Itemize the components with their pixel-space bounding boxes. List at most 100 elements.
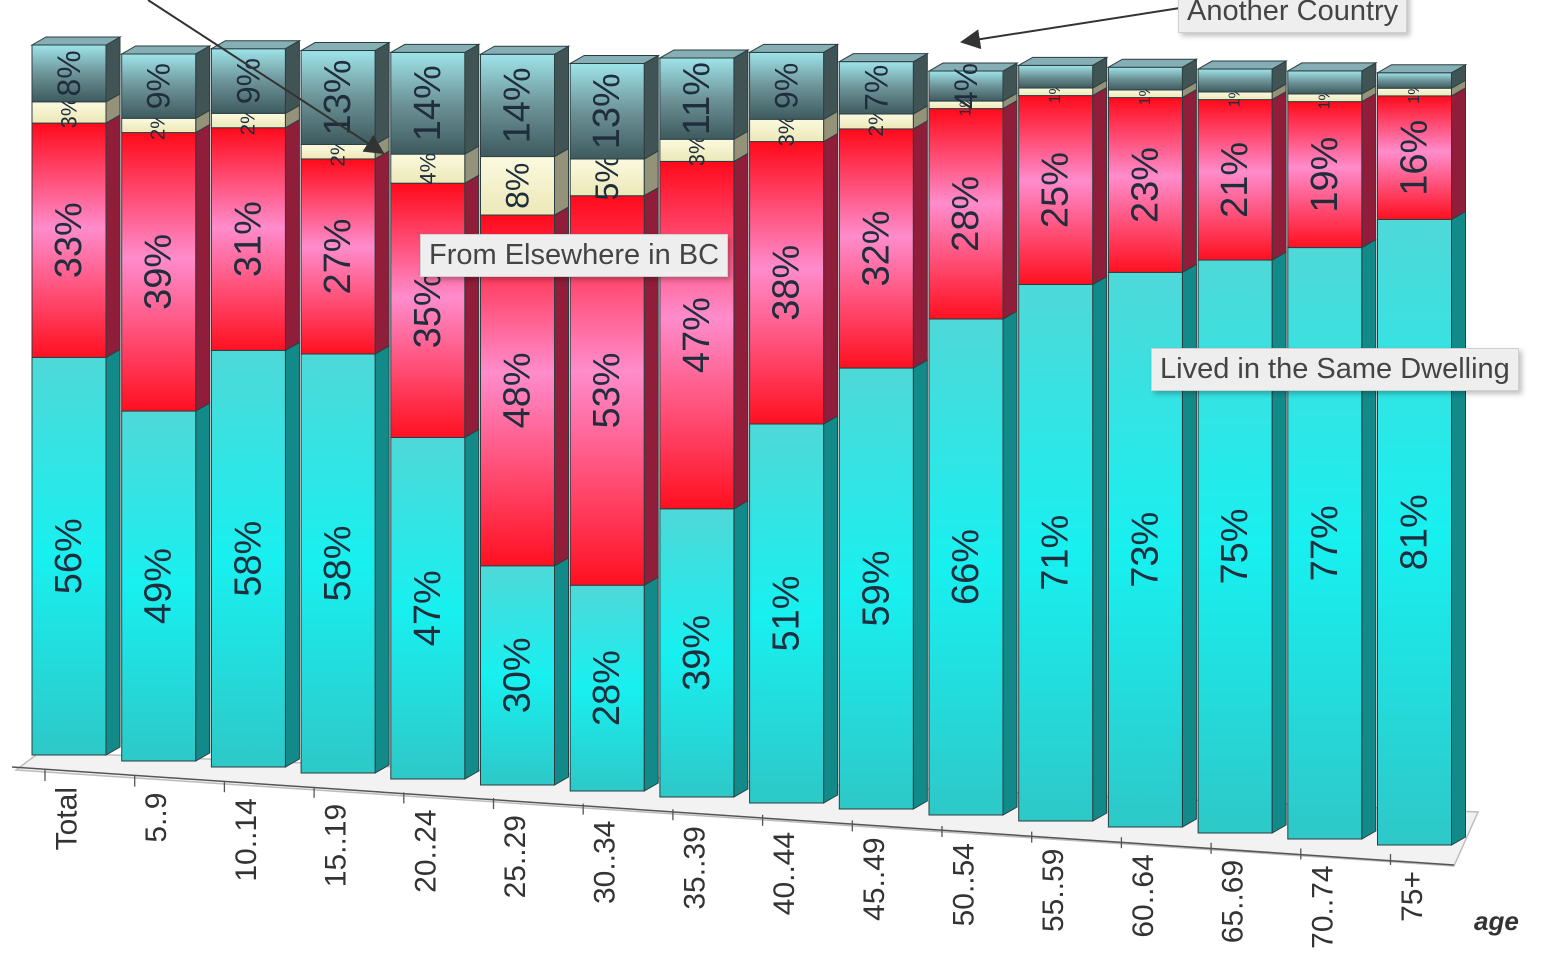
data-label: 48% bbox=[497, 352, 539, 428]
bar-segment-country: 7% bbox=[839, 54, 927, 114]
bar-segment-same: 39% bbox=[660, 501, 748, 797]
data-label: 58% bbox=[317, 525, 359, 601]
bar-segment-country: 9% bbox=[750, 44, 838, 119]
data-label: 25% bbox=[1035, 152, 1077, 228]
bar-segment-bc: 31% bbox=[211, 120, 299, 351]
bar-column-60..64: 73%23%1% bbox=[1108, 59, 1196, 827]
x-tick-label: 35..39 bbox=[678, 826, 711, 909]
data-label: 49% bbox=[138, 548, 180, 624]
data-label: 9% bbox=[141, 63, 177, 109]
bar-segment-same: 30% bbox=[481, 558, 569, 785]
data-label: 35% bbox=[407, 272, 449, 348]
bar-segment-same: 56% bbox=[32, 349, 120, 755]
x-tick-label: 30..34 bbox=[589, 821, 622, 904]
callout-another-country: Another Country bbox=[1178, 0, 1407, 33]
data-label: 51% bbox=[766, 575, 808, 651]
data-label: 14% bbox=[497, 67, 539, 143]
bar-segment-country bbox=[1288, 63, 1376, 94]
bar-segment-same: 71% bbox=[1019, 276, 1107, 821]
bar-segment-same: 58% bbox=[301, 346, 389, 773]
callout-from-elsewhere-in-bc: From Elsewhere in BC bbox=[420, 234, 728, 277]
data-label: 59% bbox=[855, 551, 897, 627]
data-label: 32% bbox=[855, 210, 897, 286]
data-label: 8% bbox=[51, 50, 87, 96]
data-label: 38% bbox=[766, 245, 808, 321]
data-label: 39% bbox=[676, 615, 718, 691]
bar-segment-same: 59% bbox=[839, 360, 927, 809]
bar-segment-bc: 38% bbox=[750, 134, 838, 424]
bar-segment-same: 28% bbox=[570, 577, 658, 791]
bar-segment-same: 75% bbox=[1198, 252, 1286, 833]
data-label: 75% bbox=[1214, 508, 1256, 584]
bar-segment-country: 14% bbox=[391, 44, 479, 154]
data-label: 4% bbox=[948, 63, 984, 109]
x-axis-title: age bbox=[1474, 906, 1519, 936]
x-tick-label: 60..64 bbox=[1127, 854, 1160, 937]
bar-segment-canada: 8% bbox=[481, 149, 569, 215]
data-label: 27% bbox=[317, 218, 359, 294]
x-tick-label: 55..59 bbox=[1037, 849, 1070, 932]
bar-segment-country bbox=[1108, 59, 1196, 90]
data-label: 56% bbox=[48, 518, 90, 594]
bar-column-45..49: 59%32%2%7% bbox=[839, 54, 927, 809]
data-label: 47% bbox=[407, 570, 449, 646]
data-label: 21% bbox=[1214, 142, 1256, 218]
bar-column-Total: 56%33%3%8% bbox=[32, 37, 120, 755]
data-label: 30% bbox=[497, 637, 539, 713]
bar-column-35..39: 39%47%3%11% bbox=[660, 50, 748, 797]
data-label: 7% bbox=[858, 65, 894, 111]
bar-segment-bc: 21% bbox=[1198, 92, 1286, 260]
bar-segment-same: 49% bbox=[122, 403, 210, 761]
bars: 56%33%3%8%49%39%2%9%58%31%2%9%58%27%2%13… bbox=[32, 37, 1466, 845]
x-tick-label: 15..19 bbox=[320, 804, 353, 887]
data-label: 4% bbox=[415, 153, 440, 185]
x-tick-label: 10..14 bbox=[230, 798, 263, 881]
x-tick-label: 50..54 bbox=[948, 843, 981, 926]
arrow-to-another-country bbox=[962, 8, 1180, 42]
bar-segment-country: 13% bbox=[570, 55, 658, 159]
x-tick-label: 70..74 bbox=[1306, 865, 1339, 948]
data-label: 47% bbox=[676, 297, 718, 373]
x-tick-label: 5..9 bbox=[140, 793, 173, 843]
data-label: 81% bbox=[1394, 494, 1436, 570]
bar-segment-bc: 19% bbox=[1288, 94, 1376, 248]
bar-column-55..59: 71%25%1% bbox=[1019, 57, 1107, 821]
bar-segment-bc: 28% bbox=[929, 101, 1017, 319]
bar-segment-bc: 25% bbox=[1019, 88, 1107, 285]
bar-segment-same: 81% bbox=[1378, 211, 1466, 845]
data-label: 66% bbox=[945, 529, 987, 605]
data-label: 23% bbox=[1124, 147, 1166, 223]
bar-column-15..19: 58%27%2%13% bbox=[301, 43, 389, 773]
bar-segment-same: 51% bbox=[750, 416, 838, 803]
data-label: 13% bbox=[586, 73, 628, 149]
bar-segment-country bbox=[1019, 57, 1107, 88]
bar-segment-bc: 27% bbox=[301, 151, 389, 354]
bar-column-65..69: 75%21%1% bbox=[1198, 61, 1286, 833]
bar-column-70..74: 77%19%1% bbox=[1288, 63, 1376, 839]
data-label: 71% bbox=[1035, 515, 1077, 591]
x-tick-label: 20..24 bbox=[409, 809, 442, 892]
data-label: 39% bbox=[138, 234, 180, 310]
bar-column-50..54: 66%28%1%4% bbox=[929, 63, 1017, 815]
data-label: 58% bbox=[227, 521, 269, 597]
bar-segment-bc: 23% bbox=[1108, 90, 1196, 273]
bar-segment-same: 66% bbox=[929, 311, 1017, 815]
bar-segment-bc: 39% bbox=[122, 125, 210, 412]
bar-segment-bc: 32% bbox=[839, 121, 927, 368]
bar-segment-bc: 47% bbox=[660, 153, 748, 508]
bar-segment-country: 9% bbox=[211, 41, 299, 114]
data-label: 53% bbox=[586, 352, 628, 428]
data-label: 8% bbox=[500, 163, 536, 209]
bar-segment-country bbox=[1198, 61, 1286, 92]
bar-segment-same: 47% bbox=[391, 429, 479, 779]
bar-column-5..9: 49%39%2%9% bbox=[122, 46, 210, 761]
callout-lived-in-same-dwelling: Lived in the Same Dwelling bbox=[1151, 348, 1519, 391]
bar-segment-same: 77% bbox=[1288, 240, 1376, 839]
data-label: 33% bbox=[48, 202, 90, 278]
bar-segment-bc: 33% bbox=[32, 115, 120, 357]
bar-segment-country: 9% bbox=[122, 46, 210, 118]
bar-column-25..29: 30% 48% 8% 14% bbox=[481, 46, 569, 785]
data-label: 5% bbox=[589, 154, 625, 200]
data-label: 9% bbox=[769, 63, 805, 109]
bar-segment-country: 14% bbox=[481, 46, 569, 156]
